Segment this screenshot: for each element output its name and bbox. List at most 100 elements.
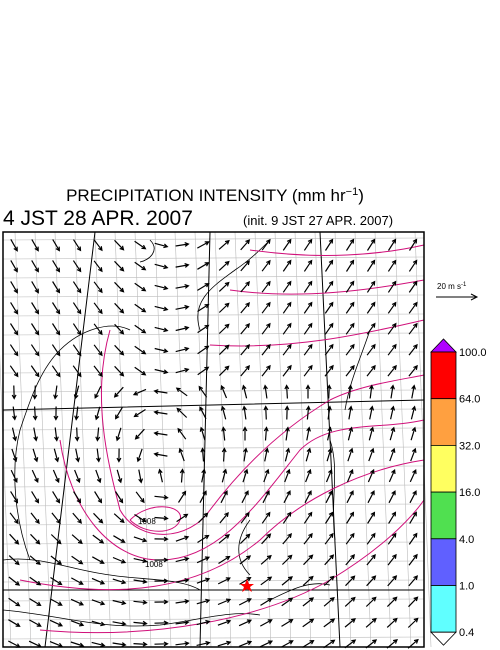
grid-line bbox=[354, 231, 372, 648]
wind-arrow bbox=[284, 447, 291, 462]
map-background bbox=[3, 232, 424, 647]
wind-arrow bbox=[134, 261, 147, 271]
wind-arrow bbox=[91, 599, 106, 606]
wind-arrow bbox=[284, 468, 291, 483]
wind-arrow bbox=[199, 406, 207, 420]
wind-arrow bbox=[29, 576, 42, 586]
wind-arrow bbox=[32, 406, 38, 421]
wind-arrow bbox=[238, 598, 252, 606]
wind-arrow bbox=[71, 577, 84, 585]
wind-arrow bbox=[176, 513, 189, 523]
wind-arrow bbox=[240, 239, 251, 251]
wind-arrow bbox=[177, 490, 187, 503]
wind-arrow bbox=[408, 301, 418, 314]
wind-arrow bbox=[408, 575, 419, 587]
wind-arrow bbox=[154, 368, 169, 375]
wind-arrow bbox=[366, 554, 376, 566]
wind-arrow bbox=[324, 343, 334, 356]
wind-arrow bbox=[93, 512, 104, 524]
wind-arrow bbox=[8, 576, 21, 586]
wind-arrow bbox=[387, 322, 397, 335]
grid-line bbox=[374, 231, 392, 648]
wind-arrow bbox=[29, 555, 41, 566]
wind-arrow bbox=[175, 620, 190, 625]
wind-arrow bbox=[408, 596, 419, 608]
wind-arrow bbox=[92, 556, 105, 564]
wind-arrow bbox=[52, 260, 61, 273]
grid-line bbox=[74, 231, 92, 648]
wind-arrow bbox=[323, 596, 335, 607]
wind-arrow bbox=[196, 619, 211, 626]
wind-arrow bbox=[326, 384, 332, 399]
colorbar-bin bbox=[430, 538, 457, 586]
wind-arrow bbox=[367, 511, 376, 524]
wind-arrow bbox=[154, 263, 169, 270]
wind-arrow bbox=[133, 558, 148, 564]
wind-arrow bbox=[344, 618, 356, 628]
title-close: ) bbox=[358, 186, 364, 205]
grid-line bbox=[2, 579, 425, 583]
wind-arrow bbox=[30, 323, 40, 336]
wind-arrow bbox=[10, 239, 18, 252]
wind-arrow bbox=[94, 491, 103, 504]
isobar bbox=[59, 419, 425, 561]
wind-arrow bbox=[345, 238, 355, 251]
wind-arrow bbox=[305, 405, 311, 420]
wind-arrow bbox=[260, 554, 272, 565]
wind-arrow bbox=[52, 281, 61, 294]
wind-arrow bbox=[284, 405, 290, 420]
wind-arrow bbox=[326, 447, 333, 462]
wind-arrow bbox=[31, 281, 39, 294]
wind-arrow bbox=[115, 407, 123, 420]
wind-arrow bbox=[93, 302, 103, 315]
wind-arrow bbox=[112, 599, 127, 606]
wind-arrow bbox=[302, 597, 315, 607]
wind-arrow bbox=[263, 384, 268, 399]
coastline bbox=[2, 239, 371, 627]
wind-arrow bbox=[218, 365, 230, 377]
wind-arrow bbox=[30, 365, 40, 378]
wind-arrow bbox=[240, 281, 251, 293]
grid-line bbox=[394, 231, 412, 648]
wind-arrow bbox=[114, 323, 125, 335]
wind-arrow bbox=[410, 426, 417, 441]
wind-arrow bbox=[32, 448, 39, 463]
wind-arrow bbox=[154, 620, 169, 626]
wind-arrow bbox=[240, 323, 251, 335]
grid-line bbox=[154, 231, 172, 648]
wind-arrow bbox=[116, 448, 122, 463]
wind-arrow bbox=[154, 305, 169, 312]
wind-arrow bbox=[51, 512, 61, 525]
wind-arrow bbox=[345, 575, 356, 587]
wind-arrow bbox=[303, 301, 313, 314]
wind-arrow bbox=[344, 596, 356, 607]
wind-arrow bbox=[91, 620, 106, 627]
wind-arrow bbox=[304, 490, 312, 504]
colorbar-label: 4.0 bbox=[459, 534, 474, 546]
colorbar-label: 1.0 bbox=[459, 581, 474, 593]
wind-arrow bbox=[114, 302, 125, 314]
wind-arrow bbox=[154, 242, 169, 249]
wind-arrow bbox=[175, 242, 190, 247]
init-time: (init. 9 JST 27 APR. 2007) bbox=[243, 213, 393, 228]
wind-arrow bbox=[175, 346, 190, 353]
wind-arrow bbox=[112, 621, 127, 626]
wind-arrow bbox=[261, 533, 272, 545]
colorbar-label: 0.4 bbox=[459, 627, 474, 639]
wind-arrow bbox=[72, 365, 82, 378]
wind-arrow bbox=[242, 426, 248, 441]
reference-unit: 20 m s bbox=[437, 282, 461, 291]
wind-arrow bbox=[92, 534, 105, 544]
wind-arrow bbox=[93, 260, 103, 273]
wind-arrow bbox=[325, 468, 333, 483]
isobar bbox=[39, 499, 425, 634]
wind-arrow bbox=[73, 385, 80, 400]
wind-arrow bbox=[176, 407, 188, 418]
title: PRECIPITATION INTENSITY (mm hr−1) bbox=[66, 186, 364, 205]
wind-arrow bbox=[281, 618, 294, 627]
wind-arrow bbox=[196, 577, 211, 584]
wind-arrow bbox=[284, 384, 290, 399]
wind-arrow bbox=[261, 322, 271, 335]
wind-arrow bbox=[324, 322, 334, 335]
wind-arrow bbox=[348, 405, 353, 420]
